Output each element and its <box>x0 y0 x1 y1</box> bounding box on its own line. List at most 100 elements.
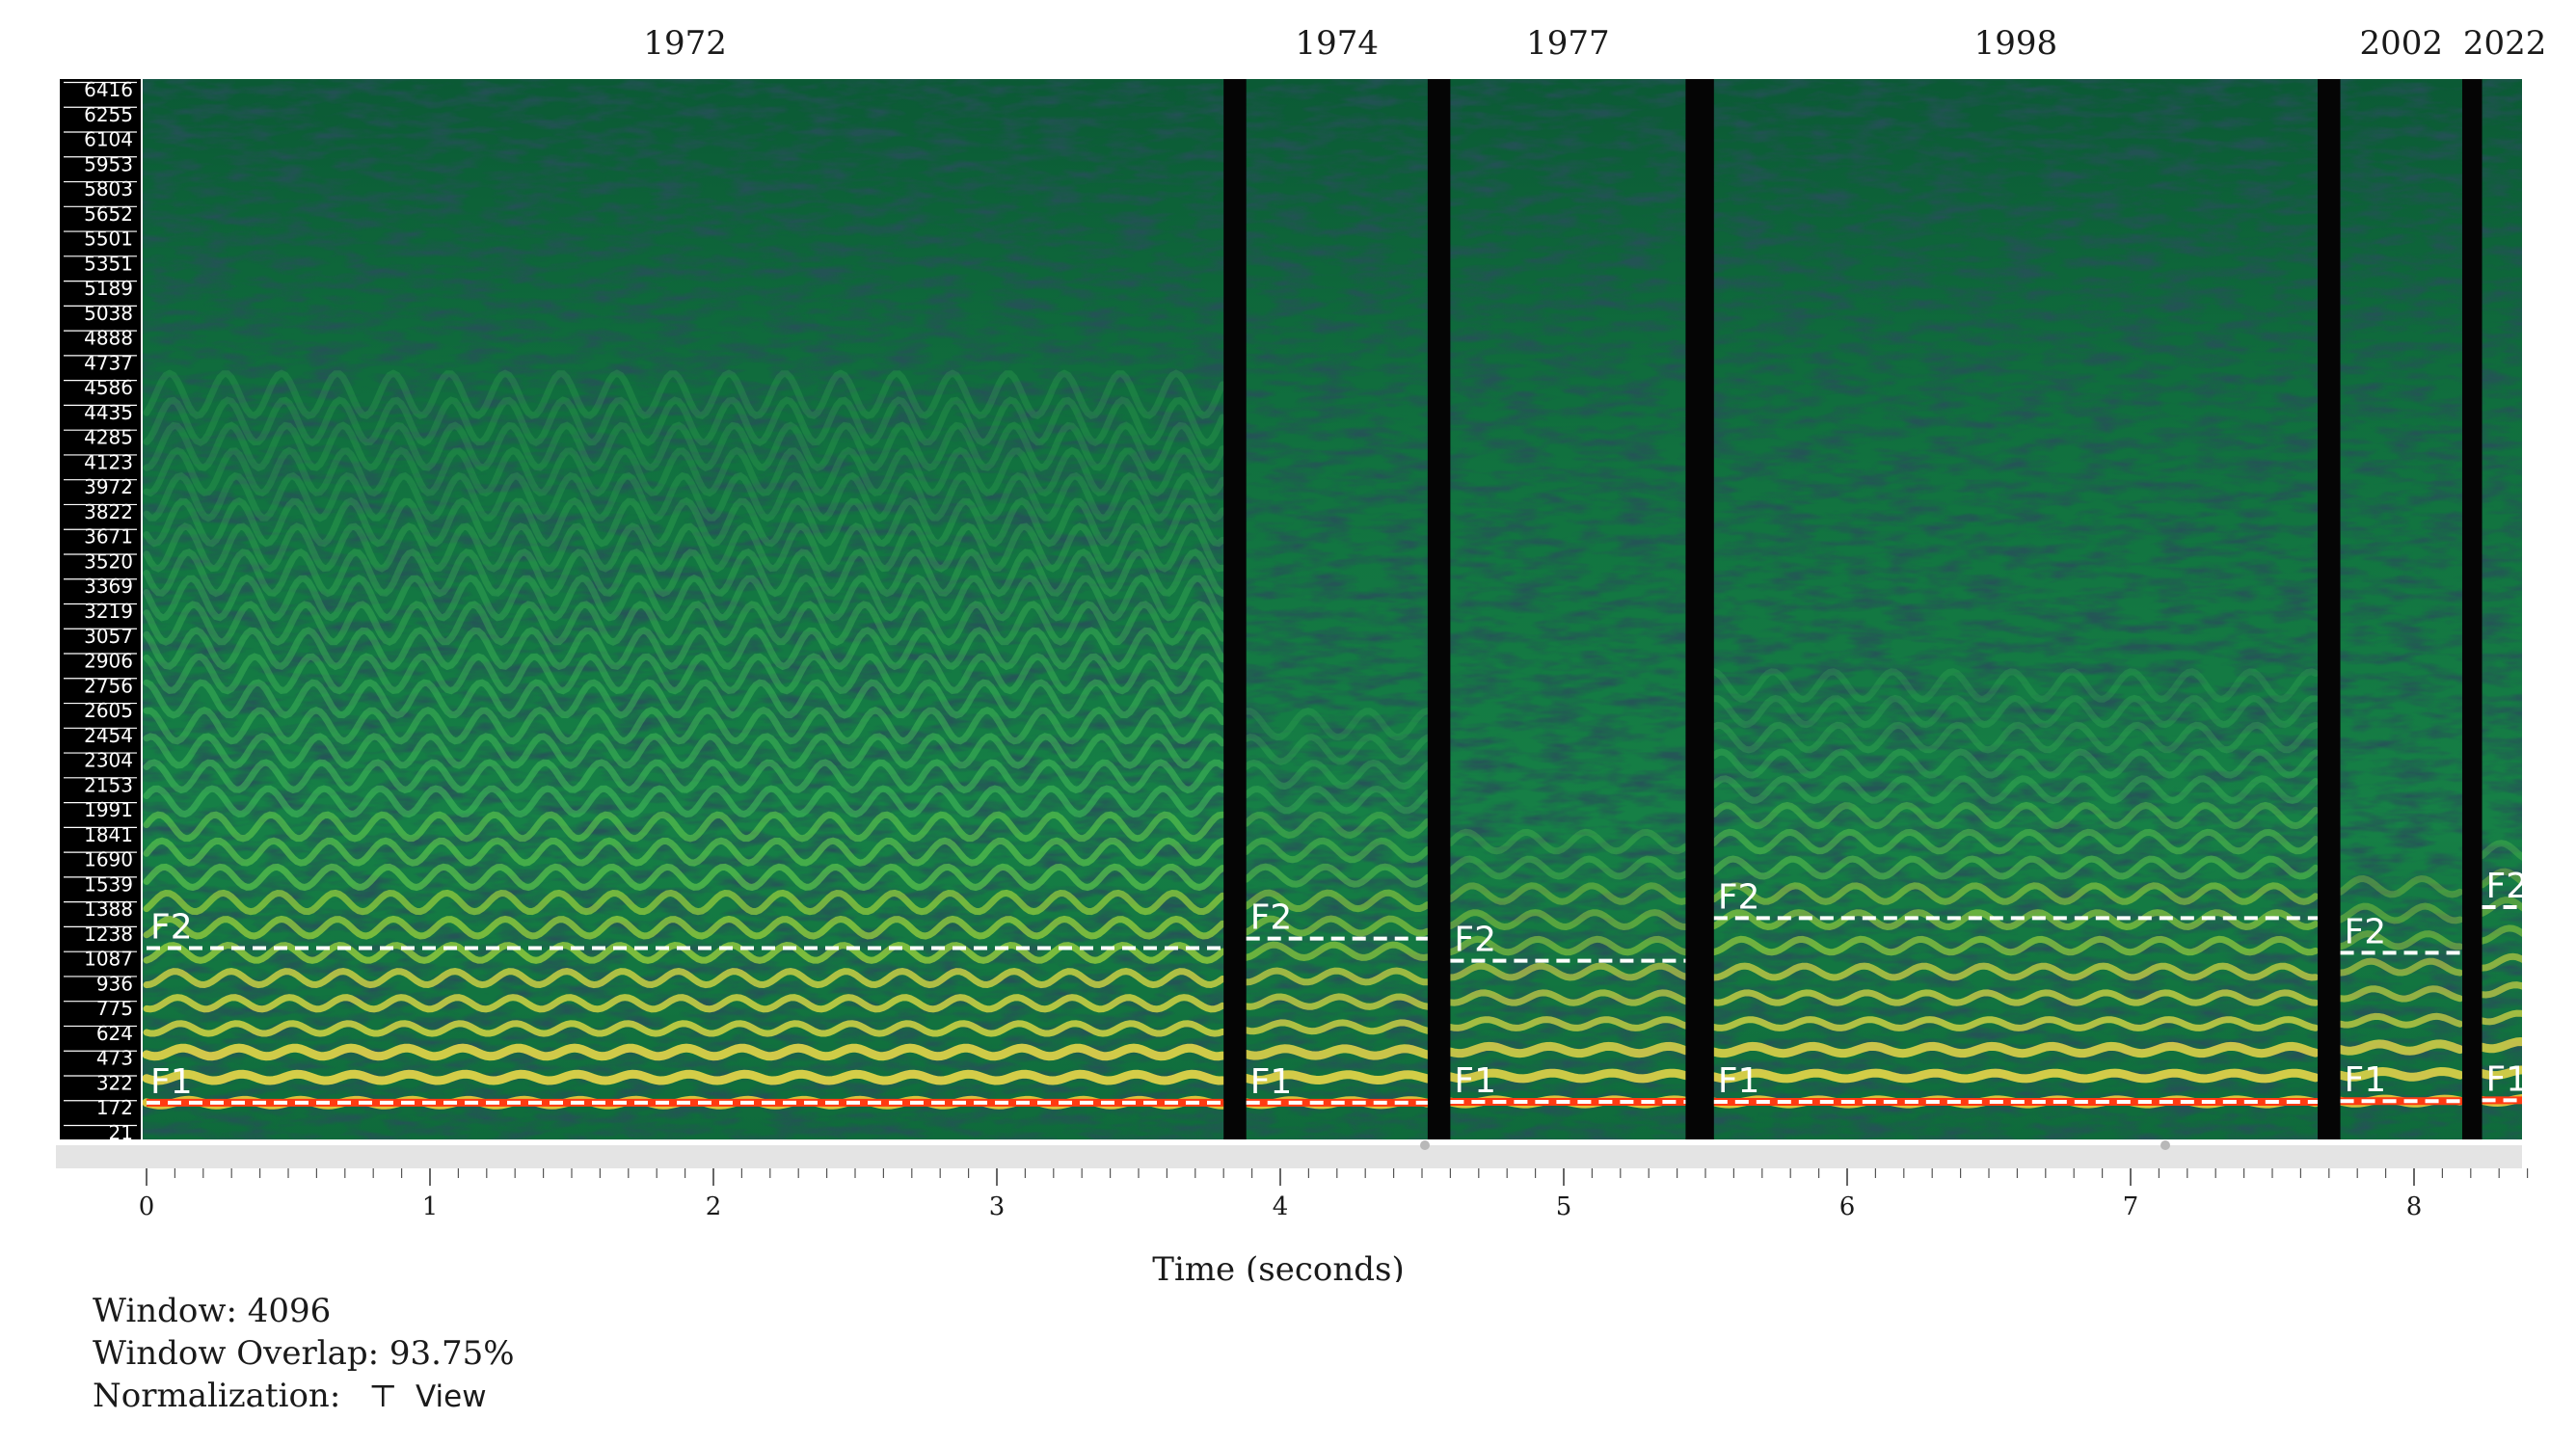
view-button[interactable]: View <box>416 1379 487 1414</box>
harmonic-line <box>1242 1044 1433 1060</box>
harmonic-line <box>143 574 1226 622</box>
y-tick-label: 1087 <box>84 948 133 971</box>
harmonic-line <box>1710 935 2320 956</box>
harmonic-line <box>1243 889 1432 913</box>
y-tick-label: 4888 <box>84 327 133 350</box>
y-tick-label: 3369 <box>84 575 133 598</box>
segment-year-label: 2002 <box>2360 24 2444 63</box>
harmonic-line <box>2337 1012 2464 1029</box>
formant-label: F1 <box>1454 1061 1496 1101</box>
formant-label: F1 <box>2345 1060 2387 1100</box>
y-tick-label: 6104 <box>84 128 133 151</box>
segment-year-label: 1998 <box>1974 24 2058 63</box>
harmonic-line <box>1710 855 2320 880</box>
harmonic-line <box>143 889 1226 916</box>
y-tick-label: 6416 <box>84 78 133 101</box>
harmonic-line <box>1710 801 2320 830</box>
segment-separator <box>1685 79 1714 1139</box>
spectrogram-plot: F1 F2 F1 F2 F1 F2 F1 F2 F1 F2 F1 F2 <box>143 79 2529 1139</box>
harmonic-line <box>143 522 1226 573</box>
harmonic-line <box>1446 855 1689 880</box>
segment-year-label: 1974 <box>1296 24 1380 63</box>
harmonic-line <box>1710 775 2320 804</box>
harmonic-line <box>143 1043 1227 1061</box>
harmonic-line <box>2479 868 2522 889</box>
harmonic-line <box>2479 924 2522 945</box>
y-tick-label: 5189 <box>84 277 133 300</box>
y-tick-label: 172 <box>96 1096 133 1119</box>
settings-footer: Window: 4096 Window Overlap: 93.75% Norm… <box>93 1290 515 1418</box>
y-tick-label: 3219 <box>84 600 133 623</box>
y-tick-label: 1388 <box>84 897 133 921</box>
harmonic-line <box>2478 1036 2522 1054</box>
formant-label: F1 <box>1718 1061 1760 1101</box>
harmonic-line <box>1243 915 1432 937</box>
y-tick-label: 5803 <box>84 177 133 201</box>
y-tick-label: 4435 <box>84 401 133 424</box>
y-tick-label: 2756 <box>84 674 133 697</box>
harmonic-line <box>1710 962 2320 981</box>
harmonic-line <box>143 548 1226 598</box>
y-tick-label: 2454 <box>84 724 133 747</box>
formant-label: F1 <box>1250 1062 1293 1102</box>
harmonic-line <box>2479 897 2522 917</box>
y-tick-label: 5351 <box>84 252 133 275</box>
harmonic-line <box>143 785 1226 818</box>
harmonic-line <box>1446 989 1689 1006</box>
harmonic-line <box>143 369 1226 419</box>
x-tick-label: 4 <box>1273 1192 1289 1221</box>
segment-year-label: 2022 <box>2463 24 2547 63</box>
formant-label: F1 <box>150 1062 193 1102</box>
harmonic-line <box>143 471 1226 522</box>
y-tick-label: 6255 <box>84 103 133 126</box>
y-tick-label: 1539 <box>84 872 133 896</box>
harmonic-line <box>143 653 1226 695</box>
pin-icon[interactable]: ⊤ <box>368 1378 398 1414</box>
x-tick-label: 5 <box>1556 1192 1572 1221</box>
y-tick-label: 4737 <box>84 351 133 374</box>
harmonic-line <box>1446 962 1689 981</box>
y-tick-label: 624 <box>96 1022 133 1045</box>
y-tick-label: 5953 <box>84 152 133 175</box>
harmonic-line <box>143 396 1226 447</box>
harmonic-line <box>1243 863 1432 888</box>
y-tick-label: 3520 <box>84 549 133 573</box>
harmonic-line <box>2478 1065 2522 1081</box>
harmonic-line <box>2479 840 2522 862</box>
harmonic-line <box>143 601 1226 646</box>
y-tick-label: 2906 <box>84 650 133 673</box>
formant-label: F1 <box>2486 1059 2529 1099</box>
y-tick-label: 2153 <box>84 773 133 796</box>
x-axis-label: Time (seconds) <box>1152 1250 1404 1282</box>
harmonic-line <box>143 707 1226 745</box>
harmonic-line <box>1446 882 1689 905</box>
formant-label: F2 <box>1454 921 1496 960</box>
formant-label: F2 <box>150 907 193 947</box>
formant-label: F2 <box>1250 898 1293 938</box>
harmonic-line <box>143 627 1226 671</box>
harmonic-line <box>1710 668 2320 704</box>
harmonic-line <box>1710 1016 2320 1031</box>
y-tick-label: 5038 <box>84 302 133 325</box>
harmonic-line <box>2336 1039 2465 1056</box>
formant-label: F2 <box>1718 877 1760 917</box>
normalization-row: Normalization: ⊤ View <box>93 1375 515 1418</box>
y-tick-label: 1238 <box>84 923 133 946</box>
y-tick-label: 3671 <box>84 525 133 549</box>
harmonic-line <box>1445 1041 1690 1058</box>
spectrogram-chart: 1972 1974 1977 1998 2002 2022 641662556104595… <box>56 24 2547 1282</box>
y-tick-label: 2605 <box>84 699 133 722</box>
harmonic-line <box>1446 1016 1689 1031</box>
harmonic-line <box>2337 902 2464 924</box>
y-tick-label: 4586 <box>84 376 133 399</box>
x-tick-label: 3 <box>989 1192 1006 1221</box>
harmonic-line <box>1243 941 1432 962</box>
segment-year-label: 1972 <box>643 24 727 63</box>
harmonic-line <box>1710 721 2320 754</box>
y-tick-label: 4285 <box>84 426 133 449</box>
y-tick-label: 4123 <box>84 450 133 473</box>
harmonic-line <box>1710 989 2320 1006</box>
y-tick-label: 21 <box>109 1121 133 1144</box>
segment-separator <box>2318 79 2341 1139</box>
x-axis: 0 1 2 3 4 5 6 7 8 Time (seconds) <box>56 1140 2529 1282</box>
